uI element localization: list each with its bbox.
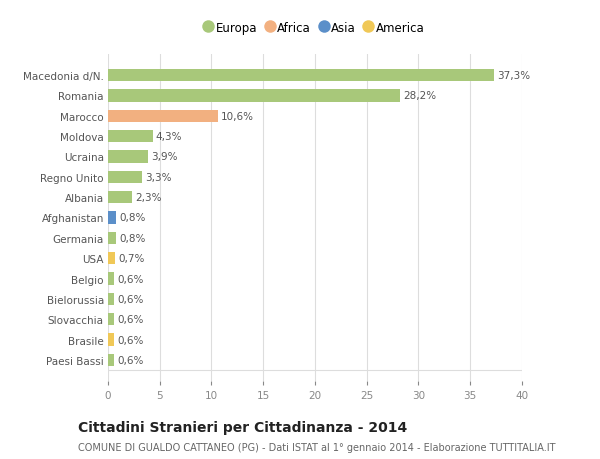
Bar [108,70,494,82]
Bar [108,354,114,366]
Bar [108,313,114,325]
Bar [108,90,400,102]
Bar [108,192,132,204]
Text: 3,9%: 3,9% [151,152,178,162]
Text: 0,6%: 0,6% [118,274,143,284]
Text: 10,6%: 10,6% [221,112,254,122]
Bar [108,111,218,123]
Text: 0,6%: 0,6% [118,355,143,365]
Text: 0,8%: 0,8% [119,233,146,243]
Bar [108,293,114,305]
Text: 0,6%: 0,6% [118,335,143,345]
Text: 0,7%: 0,7% [118,254,145,263]
Text: 0,8%: 0,8% [119,213,146,223]
Text: Cittadini Stranieri per Cittadinanza - 2014: Cittadini Stranieri per Cittadinanza - 2… [78,420,407,434]
Bar [108,131,152,143]
Bar [108,151,148,163]
Text: 37,3%: 37,3% [497,71,530,81]
Bar [108,232,116,244]
Text: 2,3%: 2,3% [135,193,161,203]
Text: COMUNE DI GUALDO CATTANEO (PG) - Dati ISTAT al 1° gennaio 2014 - Elaborazione TU: COMUNE DI GUALDO CATTANEO (PG) - Dati IS… [78,442,556,452]
Bar [108,252,115,265]
Bar [108,212,116,224]
Text: 0,6%: 0,6% [118,294,143,304]
Bar [108,171,142,184]
Text: 3,3%: 3,3% [145,173,172,182]
Text: 28,2%: 28,2% [403,91,436,101]
Text: 0,6%: 0,6% [118,314,143,325]
Bar [108,273,114,285]
Legend: Europa, Africa, Asia, America: Europa, Africa, Asia, America [205,22,425,35]
Bar [108,334,114,346]
Text: 4,3%: 4,3% [155,132,182,142]
